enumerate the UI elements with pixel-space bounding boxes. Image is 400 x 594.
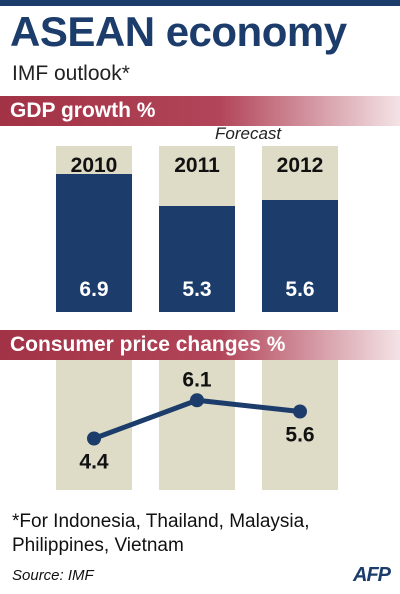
cpi-section-bar: Consumer price changes % bbox=[0, 330, 400, 360]
cpi-point-value-label: 5.6 bbox=[285, 424, 314, 447]
cpi-data-point bbox=[293, 404, 307, 419]
cpi-chart-title: Consumer price changes % bbox=[10, 333, 286, 356]
footnote: *For Indonesia, Thailand, Malaysia, Phil… bbox=[12, 511, 310, 556]
cpi-column-background bbox=[159, 360, 235, 490]
gdp-section-bar: GDP growth % bbox=[0, 96, 400, 126]
page-subtitle: IMF outlook* bbox=[12, 62, 130, 85]
gdp-year-label: 2012 bbox=[276, 154, 324, 177]
gdp-bar bbox=[159, 206, 235, 312]
cpi-column-background bbox=[56, 360, 132, 490]
gdp-bar bbox=[56, 174, 132, 312]
gdp-year-label: 2010 bbox=[70, 154, 118, 177]
cpi-point-value-label: 4.4 bbox=[79, 451, 109, 474]
gdp-bar bbox=[262, 200, 338, 312]
forecast-label: Forecast bbox=[215, 124, 282, 143]
gdp-bar-value-label: 5.6 bbox=[285, 278, 315, 301]
gdp-year-label: 2011 bbox=[174, 154, 220, 177]
cpi-line-chart: 4.4 6.1 5.6 bbox=[79, 368, 314, 474]
cpi-data-point bbox=[190, 393, 204, 408]
cpi-column-background bbox=[262, 360, 338, 490]
afp-logo: AFP bbox=[353, 564, 391, 586]
gdp-bar-value-label: 6.9 bbox=[79, 278, 109, 301]
gdp-chart-title: GDP growth % bbox=[10, 99, 156, 122]
source-note: Source: IMF bbox=[12, 567, 94, 584]
cpi-point-value-label: 6.1 bbox=[182, 368, 212, 391]
top-rule bbox=[0, 0, 400, 6]
cpi-data-point bbox=[87, 431, 101, 446]
page-title: ASEAN economy bbox=[10, 8, 347, 55]
gdp-bar-value-label: 5.3 bbox=[182, 278, 212, 301]
